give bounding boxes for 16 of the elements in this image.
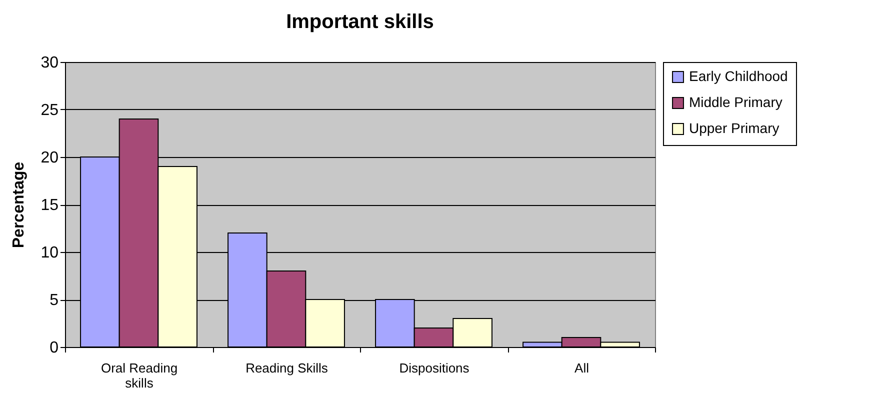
y-axis-title: Percentage	[10, 162, 28, 248]
x-tick-label: Dispositions	[399, 360, 470, 376]
y-tick-label: 30	[40, 54, 59, 72]
legend-label: Early Childhood	[689, 68, 788, 84]
x-tick-label: All	[574, 360, 590, 376]
y-tick-label: 0	[50, 340, 59, 356]
y-tick-label: 25	[40, 102, 59, 119]
chart-title: Important skills	[286, 11, 434, 33]
y-tick-label: 15	[40, 197, 59, 214]
legend-label: Middle Primary	[689, 94, 782, 110]
legend-label: Upper Primary	[689, 120, 780, 136]
x-tick-label: Oral Reading skills	[100, 360, 178, 390]
y-tick-label: 20	[40, 150, 59, 166]
y-tick-label: 5	[50, 292, 59, 309]
y-tick-label: 10	[40, 244, 59, 262]
x-tick-label: Reading Skills	[246, 360, 328, 376]
